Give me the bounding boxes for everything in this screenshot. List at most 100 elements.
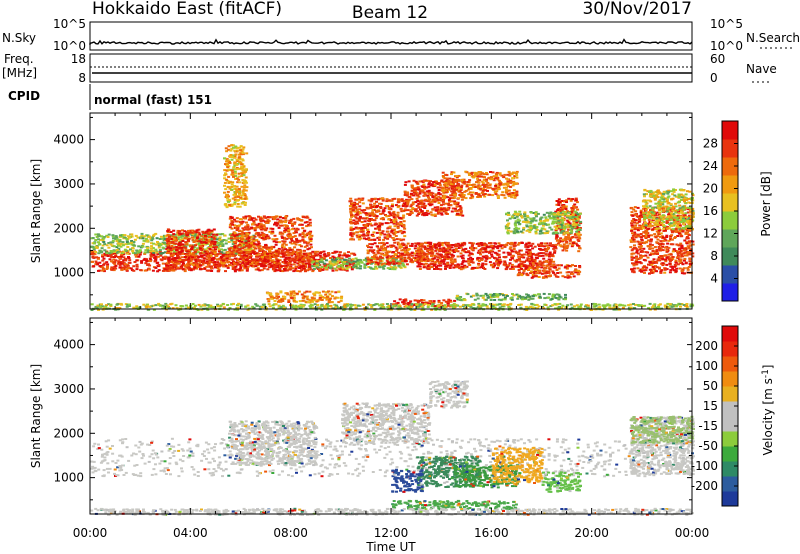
range-cell [403, 183, 407, 186]
range-cell [432, 264, 436, 267]
range-cell [403, 235, 407, 238]
range-cell [483, 195, 487, 198]
range-cell [269, 227, 273, 230]
range-cell [262, 235, 265, 238]
range-cell [178, 246, 182, 249]
range-cell [222, 262, 226, 265]
range-cell [457, 197, 460, 200]
range-cell [296, 251, 300, 254]
range-cell [116, 256, 120, 258]
range-cell [227, 241, 231, 243]
range-cell [545, 254, 549, 257]
range-cell [353, 210, 357, 213]
range-cell [483, 189, 487, 192]
range-cell [240, 230, 244, 233]
range-cell [399, 208, 403, 211]
range-cell [198, 238, 202, 241]
range-cell [137, 245, 141, 248]
range-cell [374, 222, 378, 225]
range-cell [347, 254, 351, 257]
range-cell [256, 267, 260, 270]
range-cell [203, 243, 207, 246]
range-cell [187, 261, 191, 264]
range-cell [300, 266, 304, 269]
range-cell [378, 242, 381, 245]
range-cell [345, 263, 349, 265]
range-cell [423, 252, 427, 255]
range-cell [358, 258, 362, 261]
range-cell [187, 256, 191, 259]
range-cell [408, 253, 412, 256]
range-cell [94, 239, 98, 241]
range-cell [200, 259, 204, 262]
range-cell [177, 251, 181, 254]
range-cell [220, 251, 224, 254]
range-cell [306, 248, 310, 251]
range-cell [181, 256, 184, 259]
range-cell [496, 247, 500, 250]
range-cell [399, 256, 403, 258]
range-cell [507, 189, 511, 192]
range-cell [401, 263, 405, 266]
range-cell [152, 253, 156, 256]
range-cell [506, 178, 510, 181]
range-cell [293, 235, 297, 238]
range-cell [98, 261, 102, 264]
range-cell [209, 244, 212, 247]
range-cell [126, 242, 130, 245]
range-cell [430, 252, 434, 255]
range-cell [299, 265, 303, 268]
range-cell [572, 275, 576, 278]
range-cell [93, 253, 97, 256]
range-cell [129, 241, 133, 244]
range-cell [537, 255, 541, 258]
range-cell [298, 219, 302, 222]
range-cell [349, 197, 353, 200]
range-cell [135, 268, 139, 271]
range-cell [496, 267, 500, 270]
range-cell [484, 254, 488, 257]
range-cell [242, 251, 246, 254]
range-cell [395, 238, 399, 241]
range-cell [224, 242, 228, 245]
range-cell [370, 224, 374, 227]
range-cell [249, 263, 253, 266]
range-cell [578, 266, 582, 269]
range-cell [375, 210, 379, 213]
range-cell [166, 237, 170, 240]
range-cell [165, 269, 169, 272]
range-cell [210, 242, 213, 245]
range-cell [253, 259, 257, 262]
range-cell [254, 268, 258, 271]
range-cell [359, 260, 363, 263]
range-cell [302, 257, 306, 260]
range-cell [460, 263, 464, 265]
range-cell [205, 265, 209, 268]
range-cell [353, 253, 357, 256]
range-cell [184, 265, 188, 268]
range-cell [492, 175, 496, 178]
range-cell [497, 264, 500, 267]
range-cell [438, 182, 442, 185]
range-cell [520, 253, 524, 256]
range-cell [490, 255, 494, 258]
range-cell [454, 248, 458, 250]
range-cell [294, 230, 298, 233]
range-cell [180, 252, 184, 255]
range-cell [247, 215, 251, 218]
range-cell [353, 222, 357, 225]
range-cell [352, 219, 356, 222]
range-cell [183, 246, 187, 249]
range-cell [420, 199, 423, 202]
range-cell [268, 251, 272, 253]
range-cell [151, 269, 155, 272]
range-cell [311, 270, 315, 273]
range-cell [366, 252, 370, 255]
range-cell [391, 251, 395, 253]
range-cell [223, 259, 227, 262]
range-cell [497, 242, 501, 245]
range-cell [166, 231, 170, 234]
range-cell [236, 259, 240, 262]
range-cell [141, 242, 145, 245]
range-cell [368, 243, 372, 246]
